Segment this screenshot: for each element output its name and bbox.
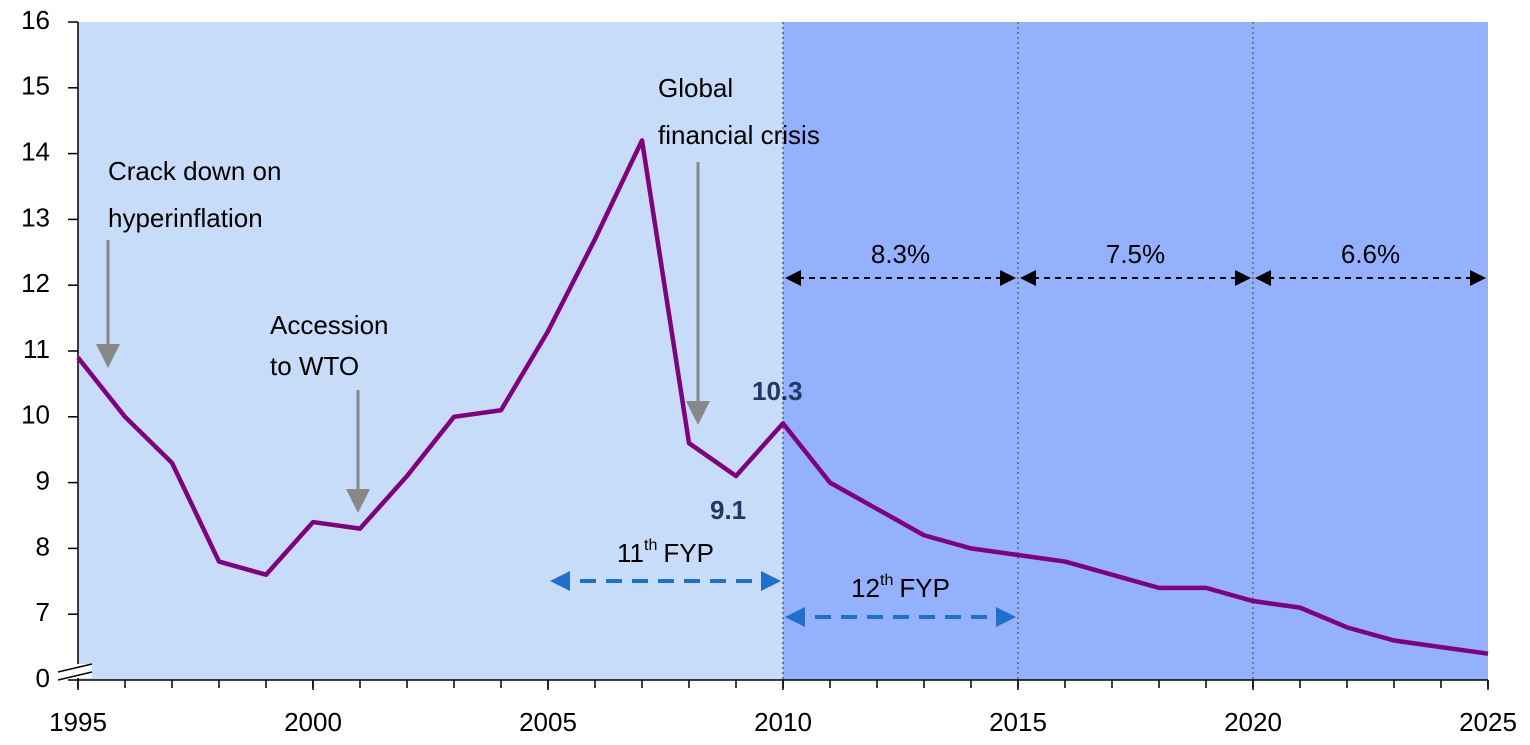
- y-tick-label: 10: [21, 400, 50, 430]
- plan-span-label-part: th: [880, 572, 893, 589]
- period-shade: [78, 22, 783, 680]
- series-line: [76, 138, 1489, 656]
- y-tick-label: 11: [23, 334, 50, 364]
- growth-span-label: 8.3%: [871, 239, 930, 269]
- period-shade: [783, 22, 1488, 680]
- y-tick-label: 14: [21, 136, 50, 166]
- y-tick-label: 9: [36, 465, 50, 495]
- annotation-text: Global: [658, 73, 733, 103]
- annotation-text: financial crisis: [658, 120, 820, 150]
- x-tick-label: 2025: [1459, 707, 1517, 737]
- y-tick-label: 12: [21, 268, 50, 298]
- plan-span-label: 11th FYP: [617, 537, 714, 568]
- axis-break: [57, 663, 93, 681]
- plan-span-label-part: FYP: [899, 573, 950, 603]
- x-tick-label: 2010: [754, 707, 812, 737]
- point-label: 10.3: [752, 376, 803, 406]
- x-tick-label: 2000: [284, 707, 342, 737]
- annotation-text: hyperinflation: [108, 203, 263, 233]
- growth-span-label: 6.6%: [1341, 239, 1400, 269]
- plan-span-label-part: FYP: [663, 538, 714, 568]
- plan-span-label-part: th: [644, 537, 657, 554]
- y-tick-label: 0: [36, 663, 50, 693]
- plan-span-label-part: 11: [617, 538, 644, 568]
- y-tick-label: 15: [21, 71, 50, 101]
- growth-span-label: 7.5%: [1106, 239, 1165, 269]
- x-tick-label: 2020: [1224, 707, 1282, 737]
- x-tick-label: 1995: [49, 707, 107, 737]
- annotation-text: Accession: [270, 310, 389, 340]
- x-tick-label: 2015: [989, 707, 1047, 737]
- plan-span-label-part: 12: [851, 573, 880, 603]
- plan-span-label: 12th FYP: [851, 572, 950, 603]
- y-tick-label: 13: [21, 202, 50, 232]
- point-label: 9.1: [710, 495, 746, 525]
- y-tick-label: 8: [36, 531, 50, 561]
- y-tick-label: 7: [36, 597, 50, 627]
- annotation-text: to WTO: [270, 351, 359, 381]
- annotation-text: Crack down on: [108, 156, 281, 186]
- y-tick-label: 16: [21, 5, 50, 35]
- x-tick-label: 2005: [519, 707, 577, 737]
